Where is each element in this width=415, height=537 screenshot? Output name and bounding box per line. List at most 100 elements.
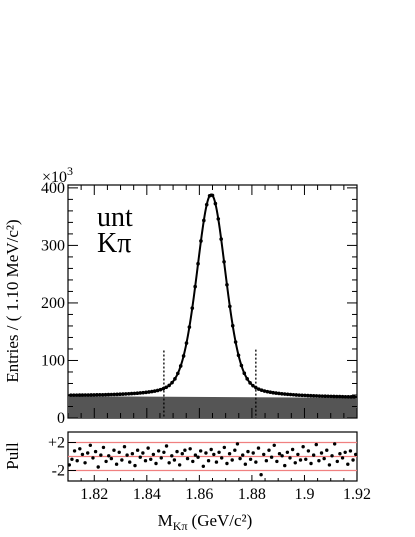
pull-point xyxy=(146,446,150,450)
pull-point xyxy=(93,449,98,454)
pull-point xyxy=(256,446,261,450)
pull-point xyxy=(306,449,311,453)
data-point xyxy=(225,282,229,287)
data-point xyxy=(196,261,200,266)
data-point xyxy=(332,394,336,399)
data-point xyxy=(167,383,171,388)
y-tick-label: 300 xyxy=(41,237,65,254)
pull-point xyxy=(238,456,242,461)
pull-point xyxy=(91,456,95,460)
data-point xyxy=(103,392,108,397)
pull-point xyxy=(332,442,337,446)
pull-point xyxy=(162,450,166,454)
pull-point xyxy=(177,463,182,467)
data-point xyxy=(144,390,148,395)
pull-y-tick-label: -2 xyxy=(52,463,65,480)
pull-point xyxy=(193,453,198,457)
data-point xyxy=(71,393,76,397)
pull-point xyxy=(233,448,237,452)
data-point xyxy=(280,391,284,396)
pull-point xyxy=(122,445,127,449)
data-point xyxy=(320,394,325,398)
pull-point xyxy=(325,448,329,452)
data-point xyxy=(138,391,143,395)
data-point xyxy=(233,340,238,344)
data-point xyxy=(352,395,356,399)
data-point xyxy=(141,390,145,395)
pull-point xyxy=(88,443,93,447)
pull-point xyxy=(130,452,135,456)
data-point xyxy=(184,341,189,345)
data-point xyxy=(256,387,261,391)
data-point xyxy=(268,390,273,395)
pull-point xyxy=(241,453,245,457)
pull-point xyxy=(351,458,355,462)
pull-point xyxy=(346,462,350,466)
data-point xyxy=(288,392,293,397)
pull-point xyxy=(275,459,279,464)
pull-point xyxy=(164,444,169,448)
pull-point xyxy=(78,447,82,451)
data-point xyxy=(106,392,111,397)
pull-point xyxy=(80,452,85,457)
pull-point xyxy=(109,456,114,461)
pull-point xyxy=(114,462,119,466)
pull-point xyxy=(83,461,87,465)
data-point xyxy=(306,393,310,398)
data-point xyxy=(314,394,319,398)
data-point xyxy=(164,385,169,390)
y-tick-label: 0 xyxy=(57,410,65,427)
pull-reference-lines xyxy=(68,441,357,472)
pull-point xyxy=(170,454,174,458)
pull-point xyxy=(214,460,219,464)
pull-point xyxy=(125,453,129,457)
pull-point xyxy=(293,461,297,465)
data-point xyxy=(323,394,328,399)
pull-point xyxy=(343,450,347,454)
pull-point xyxy=(311,453,316,457)
pull-point xyxy=(86,451,90,455)
pull-point xyxy=(212,452,216,457)
pull-point xyxy=(201,464,206,468)
data-point xyxy=(213,201,218,206)
pull-point xyxy=(283,463,287,468)
main-x-axis-ticks xyxy=(67,185,358,418)
pull-point xyxy=(149,457,153,461)
data-point xyxy=(100,392,105,397)
data-point xyxy=(89,393,93,397)
pull-points xyxy=(67,442,358,477)
data-point xyxy=(83,393,88,397)
pull-point xyxy=(353,452,358,457)
pull-point xyxy=(101,445,106,450)
pull-point xyxy=(262,452,266,457)
pull-point xyxy=(107,454,111,458)
data-point xyxy=(245,377,249,381)
pull-point xyxy=(235,442,240,446)
pull-point xyxy=(196,455,200,459)
data-point xyxy=(199,239,203,243)
data-point xyxy=(161,386,166,391)
pull-point xyxy=(277,452,282,456)
pull-point xyxy=(217,450,221,454)
main-y-axis-ticks: 0 100 200 300 400 xyxy=(41,180,357,427)
background-fill xyxy=(68,396,357,418)
data-point xyxy=(158,387,163,392)
x-axis-title: MKπ (GeV/c²) xyxy=(158,511,253,533)
pull-point xyxy=(340,456,345,460)
data-point xyxy=(222,259,226,264)
data-point xyxy=(202,218,206,223)
data-point xyxy=(337,394,342,399)
pull-point xyxy=(319,451,324,455)
data-point xyxy=(92,393,96,397)
pull-point xyxy=(317,459,321,463)
data-point xyxy=(303,393,307,398)
data-point xyxy=(291,392,296,397)
pull-point xyxy=(251,451,255,455)
pull-point xyxy=(254,460,258,464)
pull-point xyxy=(264,459,269,463)
pull-y-axis-ticks: +2 -2 xyxy=(48,435,76,480)
main-y-axis-title: Entries / ( 1.10 MeV/c²) xyxy=(3,219,22,382)
data-point xyxy=(317,394,322,398)
pull-point xyxy=(348,449,353,453)
pull-point xyxy=(141,451,145,455)
